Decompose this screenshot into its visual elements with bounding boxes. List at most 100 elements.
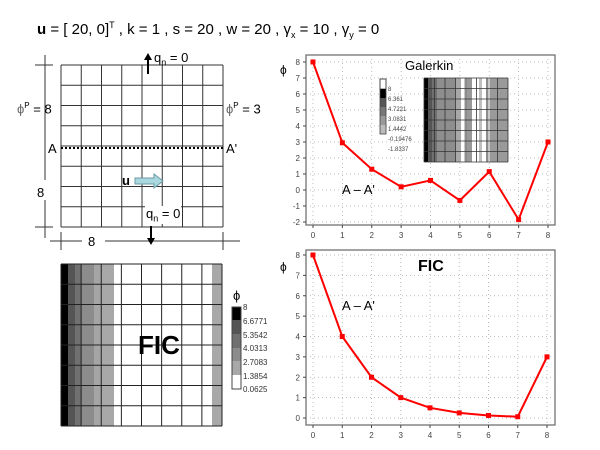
y-tick-label: 8	[296, 251, 301, 260]
galerkin-color-bands	[423, 77, 509, 163]
y-tick-label: 2	[296, 154, 301, 163]
x-tick-label: 4	[428, 231, 433, 240]
y-tick-label: 5	[296, 312, 301, 321]
x-tick-label: 0	[311, 431, 316, 440]
data-point-marker	[427, 405, 433, 411]
svg-text:6.361: 6.361	[388, 97, 404, 103]
data-point-marker	[428, 177, 433, 183]
data-point-marker	[369, 166, 375, 172]
data-point-marker	[456, 410, 462, 416]
data-point-marker	[310, 59, 316, 65]
y-tick-label: 2	[296, 373, 301, 382]
x-tick-label: 5	[457, 431, 462, 440]
x-tick-label: 8	[545, 431, 550, 440]
y-tick-label: 1	[296, 170, 301, 179]
data-point-marker	[457, 197, 463, 203]
left-boundary-label: ϕP = 8	[17, 101, 52, 117]
galerkin-inset-map: 8 6.361 4.7221 3.0831 1.4442 -0.19476 -1…	[379, 77, 509, 163]
y-axis-label: ϕ	[280, 260, 287, 274]
x-tick-label: 5	[458, 231, 463, 240]
x-tick-label: 3	[399, 231, 404, 240]
svg-text:6.6771: 6.6771	[243, 317, 268, 326]
bottom-flux-arrow-icon	[147, 226, 155, 245]
right-boundary-label: ϕP = 3	[226, 101, 261, 117]
data-point-marker	[544, 354, 550, 360]
svg-text:8: 8	[243, 303, 248, 312]
bottom-flux-label: qn = 0	[145, 206, 182, 224]
svg-text:1.4442: 1.4442	[388, 127, 407, 133]
y-tick-label: 4	[296, 333, 301, 342]
svg-text:3.0831: 3.0831	[388, 117, 407, 123]
y-tick-label: 7	[296, 74, 301, 83]
y-tick-label: 7	[296, 271, 301, 280]
x-tick-label: 7	[516, 431, 521, 440]
x-tick-label: 3	[399, 431, 404, 440]
data-point-marker	[486, 412, 491, 418]
fic-map-title: FIC	[138, 330, 180, 360]
svg-text:0.0625: 0.0625	[243, 385, 268, 394]
y-tick-label: 1	[296, 394, 301, 403]
y-tick-label: -1	[293, 202, 301, 211]
top-flux-arrow-icon	[144, 53, 152, 74]
width-dimension-label: 8	[88, 234, 96, 249]
x-tick-label: 6	[487, 231, 492, 240]
fic-plot-title: FIC	[418, 258, 444, 275]
x-tick-label: 2	[370, 231, 375, 240]
velocity-label: u	[122, 173, 130, 188]
x-tick-label: 1	[340, 431, 345, 440]
y-tick-label: 5	[296, 106, 301, 115]
svg-text:5.3542: 5.3542	[243, 331, 268, 340]
data-point-marker	[398, 184, 404, 190]
svg-text:4.7221: 4.7221	[388, 107, 407, 113]
galerkin-title: Galerkin	[405, 58, 454, 73]
top-flux-label: qn = 0	[154, 50, 189, 68]
data-point-marker	[339, 140, 345, 146]
data-point-marker	[545, 139, 551, 145]
fic-colorbar-symbol: ϕ	[233, 288, 240, 303]
y-tick-label: 0	[296, 186, 301, 195]
data-point-marker	[369, 374, 374, 380]
domain-diagram	[35, 53, 240, 250]
y-axis-label: ϕ	[280, 63, 287, 77]
svg-text:-1.8337: -1.8337	[388, 147, 409, 153]
y-tick-label: 4	[296, 122, 301, 131]
y-tick-label: 8	[296, 58, 301, 67]
y-tick-label: -2	[293, 218, 301, 227]
y-tick-label: 0	[296, 414, 301, 423]
y-tick-label: 3	[296, 353, 301, 362]
data-point-marker	[516, 217, 522, 223]
dimension-lines	[35, 55, 240, 250]
x-tick-label: 4	[428, 431, 433, 440]
data-point-marker	[310, 252, 316, 258]
svg-text:8: 8	[388, 87, 392, 93]
y-tick-label: 3	[296, 138, 301, 147]
x-tick-label: 0	[311, 231, 316, 240]
data-point-marker	[398, 395, 404, 401]
svg-text:-0.19476: -0.19476	[388, 137, 412, 143]
fic-color-map: ϕ 8 6.6771 5.3542 4.0313 2.7083 1.3854 0…	[60, 263, 268, 427]
galerkin-colorbar	[379, 78, 387, 135]
data-point-marker	[339, 334, 345, 339]
x-tick-label: 8	[546, 231, 551, 240]
fic-mesh-grid	[60, 263, 223, 427]
mesh-grid	[60, 64, 224, 228]
svg-text:1.3854: 1.3854	[243, 372, 268, 381]
x-tick-label: 1	[340, 231, 345, 240]
x-tick-label: 7	[516, 231, 521, 240]
section-end-label: A'	[226, 141, 238, 156]
svg-text:2.7083: 2.7083	[243, 358, 268, 367]
velocity-arrow-icon	[134, 172, 164, 190]
y-tick-label: 6	[296, 292, 301, 301]
fic-colorbar	[231, 306, 242, 390]
height-dimension-label: 8	[37, 185, 45, 200]
data-point-marker	[486, 169, 492, 175]
velocity-vector-symbol: u	[37, 21, 47, 38]
svg-text:4.0313: 4.0313	[243, 344, 268, 353]
galerkin-section-label: A – A'	[342, 182, 375, 197]
problem-parameters: u = [ 20, 0]T , k = 1 , s = 20 , w = 20 …	[37, 20, 380, 40]
section-start-label: A	[48, 141, 57, 156]
y-tick-label: 6	[296, 90, 301, 99]
x-tick-label: 2	[369, 431, 374, 440]
x-tick-label: 6	[486, 431, 491, 440]
